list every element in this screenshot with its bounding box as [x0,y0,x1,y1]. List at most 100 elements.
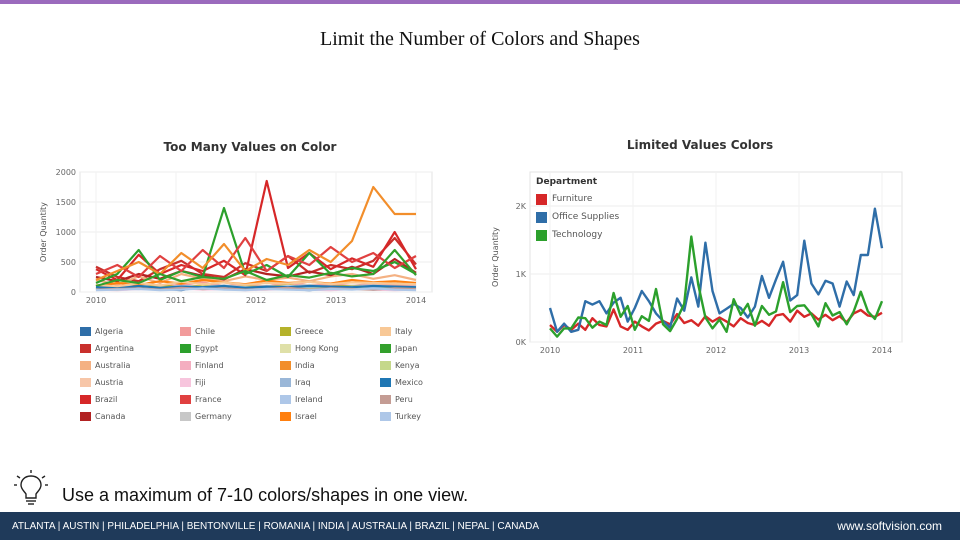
series-line-turkey [95,287,417,292]
legend-item[interactable]: Mexico [380,374,480,391]
right-line-chart: 0K 1K 2K 2010 2011 2012 2013 2014 Order Quantity [491,171,903,355]
y-tick-label: 2000 [56,168,76,177]
legend-label: Algeria [95,327,124,336]
y-tick-label: 0 [71,288,76,297]
legend-label: Australia [95,361,131,370]
legend-item[interactable]: Germany [180,408,280,425]
legend-swatch [180,344,191,353]
legend-item[interactable]: Chile [180,323,280,340]
legend-label: Ireland [295,395,323,404]
legend-item[interactable]: Hong Kong [280,340,380,357]
legend-item[interactable]: Egypt [180,340,280,357]
legend-label: Technology [552,230,603,240]
left-line-chart: 0 500 1000 1500 2000 2010 2011 2012 2013 2014 Orde… [39,168,433,305]
y-tick-label: 2K [516,202,527,211]
legend-label: Israel [295,412,317,421]
legend-swatch [80,378,91,387]
y-axis-label: Order Quantity [39,202,48,262]
series-line-australia [95,272,417,286]
legend-item[interactable]: Algeria [80,323,180,340]
legend-item[interactable]: Peru [380,391,480,408]
legend-item[interactable]: Greece [280,323,380,340]
legend-swatch [280,327,291,336]
x-tick-label: 2012 [706,346,726,355]
x-tick-label: 2011 [166,296,186,305]
legend-item[interactable]: Japan [380,340,480,357]
legend-swatch [380,361,391,370]
top-accent-bar [0,0,960,4]
legend-label: Greece [295,327,324,336]
y-tick-label: 1500 [56,198,76,207]
legend-item[interactable]: Austria [80,374,180,391]
series-line-india [95,185,416,282]
legend-item[interactable]: France [180,391,280,408]
legend-label: France [195,395,222,404]
x-tick-label: 2010 [540,346,560,355]
legend-item[interactable]: Iraq [280,374,380,391]
legend-item[interactable]: Ireland [280,391,380,408]
series-line-furniture [549,308,883,334]
legend-swatch [536,193,547,205]
series-line-argentina [95,236,417,283]
legend-item[interactable]: Turkey [380,408,480,425]
series-line-israel [95,278,417,288]
department-legend-item[interactable]: Technology [536,226,619,244]
legend-label: Hong Kong [295,344,339,353]
legend-swatch [380,412,391,421]
legend-item[interactable]: Brazil [80,391,180,408]
series-line-japan [95,248,417,288]
x-tick-label: 2013 [789,346,809,355]
legend-label: Kenya [395,361,420,370]
footer-cities: ATLANTA | AUSTIN | PHILADELPHIA | BENTON… [12,520,540,532]
left-chart-legend: Algeria Chile Greece Italy Argentina Egypt Hon… [80,323,430,425]
legend-label: Egypt [195,344,219,353]
tip-row: Use a maximum of 7-10 colors/shapes in o… [14,468,714,508]
legend-swatch [280,412,291,421]
legend-item[interactable]: Israel [280,408,380,425]
legend-swatch [536,229,547,241]
right-chart-title: Limited Values Colors [626,138,774,152]
x-tick-label: 2014 [872,346,892,355]
legend-swatch [280,344,291,353]
legend-label: Chile [195,327,216,336]
legend-label: Canada [95,412,126,421]
footer-bar: ATLANTA | AUSTIN | PHILADELPHIA | BENTON… [0,512,960,540]
legend-label: Austria [95,378,124,387]
footer-url[interactable]: www.softvision.com [837,519,942,533]
series-line-france [95,236,417,279]
series-line-italy [95,280,417,288]
department-legend-title: Department [536,177,598,187]
legend-item[interactable]: Fiji [180,374,280,391]
legend-label: Office Supplies [552,212,620,222]
legend-item[interactable]: Canada [80,408,180,425]
lightbulb-icon [14,470,48,505]
legend-label: Peru [395,395,413,404]
slide-title: Limit the Number of Colors and Shapes [320,28,640,50]
legend-item[interactable]: India [280,357,380,374]
legend-item[interactable]: Italy [380,323,480,340]
series-line-technology [549,235,884,338]
legend-item[interactable]: Argentina [80,340,180,357]
legend-swatch [180,327,191,336]
legend-swatch [536,211,547,223]
legend-swatch [80,344,91,353]
legend-item[interactable]: Finland [180,357,280,374]
legend-label: Turkey [395,412,422,421]
legend-item[interactable]: Australia [80,357,180,374]
legend-swatch [280,378,291,387]
y-tick-label: 1000 [56,228,76,237]
department-legend-item[interactable]: Office Supplies [536,208,619,226]
legend-swatch [180,412,191,421]
legend-label: Iraq [295,378,311,387]
legend-label: Japan [395,344,418,353]
y-tick-label: 0K [516,338,527,347]
legend-swatch [280,361,291,370]
series-line-mexico [95,284,417,290]
legend-label: Brazil [95,395,118,404]
series-line-office-supplies [548,207,884,334]
legend-swatch [80,412,91,421]
legend-swatch [80,395,91,404]
legend-label: Finland [195,361,224,370]
legend-item[interactable]: Kenya [380,357,480,374]
department-legend-item[interactable]: Furniture [536,190,619,208]
